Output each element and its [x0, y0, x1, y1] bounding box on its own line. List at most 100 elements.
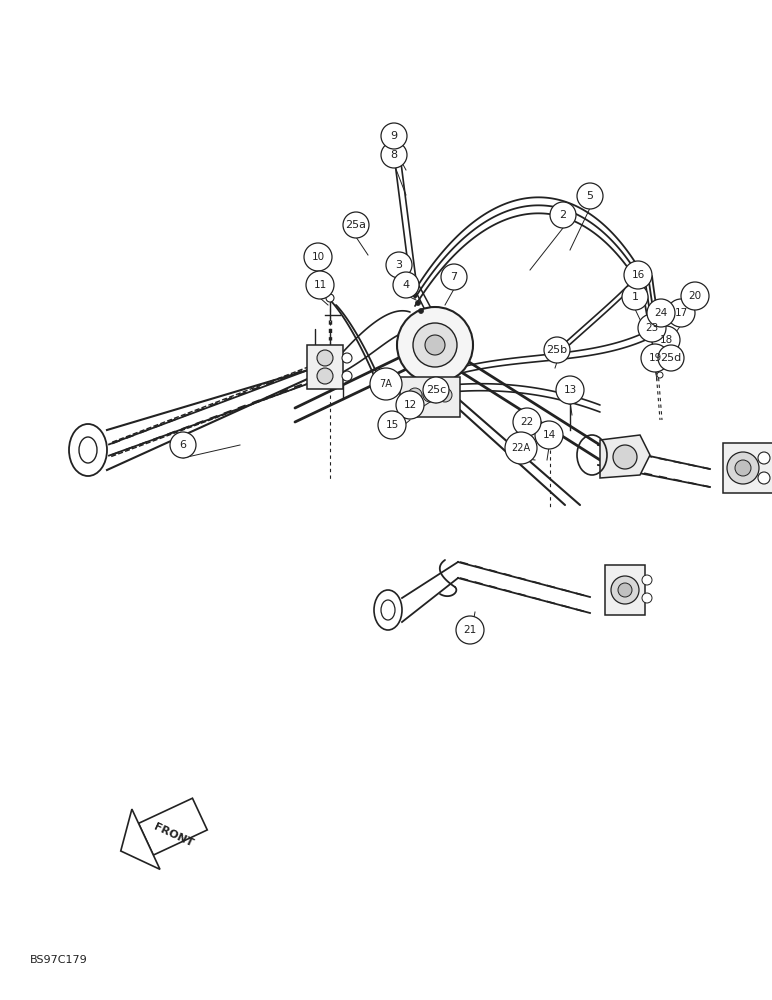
Text: 22: 22 — [520, 417, 533, 427]
Circle shape — [413, 323, 457, 367]
Text: 11: 11 — [313, 280, 327, 290]
Text: 2: 2 — [560, 210, 567, 220]
Circle shape — [667, 299, 695, 327]
Circle shape — [381, 142, 407, 168]
Text: 20: 20 — [689, 291, 702, 301]
Circle shape — [613, 445, 637, 469]
Circle shape — [638, 284, 642, 288]
Text: 16: 16 — [631, 270, 645, 280]
Circle shape — [317, 368, 333, 384]
Text: 25c: 25c — [426, 385, 446, 395]
Circle shape — [758, 472, 770, 484]
Circle shape — [306, 271, 334, 299]
Circle shape — [415, 300, 421, 306]
Circle shape — [342, 371, 352, 381]
Circle shape — [393, 272, 419, 298]
Circle shape — [648, 328, 652, 332]
Circle shape — [381, 123, 407, 149]
Circle shape — [317, 350, 333, 366]
Text: 18: 18 — [659, 335, 672, 345]
Circle shape — [577, 183, 603, 209]
Text: 21: 21 — [463, 625, 476, 635]
FancyBboxPatch shape — [400, 377, 460, 417]
Polygon shape — [138, 798, 207, 855]
Circle shape — [397, 307, 473, 383]
Text: 6: 6 — [180, 440, 187, 450]
Circle shape — [758, 452, 770, 464]
Circle shape — [396, 391, 424, 419]
Circle shape — [343, 212, 369, 238]
Text: 3: 3 — [395, 260, 402, 270]
Circle shape — [550, 202, 576, 228]
Circle shape — [642, 575, 652, 585]
Text: 14: 14 — [543, 430, 556, 440]
Circle shape — [423, 388, 437, 402]
Circle shape — [566, 396, 574, 404]
Circle shape — [624, 261, 652, 289]
Circle shape — [641, 344, 669, 372]
FancyBboxPatch shape — [723, 443, 772, 493]
Circle shape — [652, 326, 680, 354]
Circle shape — [681, 282, 709, 310]
Text: 25a: 25a — [346, 220, 367, 230]
Circle shape — [611, 576, 639, 604]
Circle shape — [556, 376, 584, 404]
Circle shape — [653, 355, 659, 361]
Text: 25b: 25b — [547, 345, 567, 355]
Circle shape — [378, 411, 406, 439]
Circle shape — [638, 314, 666, 342]
Text: 24: 24 — [655, 308, 668, 318]
Polygon shape — [120, 809, 160, 869]
Text: 1: 1 — [631, 292, 638, 302]
Circle shape — [513, 408, 541, 436]
Circle shape — [386, 252, 412, 278]
Text: 8: 8 — [391, 150, 398, 160]
Text: 7A: 7A — [380, 379, 392, 389]
Circle shape — [304, 243, 332, 271]
Text: BS97C179: BS97C179 — [30, 955, 88, 965]
Circle shape — [735, 460, 751, 476]
Circle shape — [425, 335, 445, 355]
Text: 22A: 22A — [511, 443, 530, 453]
Circle shape — [505, 432, 537, 464]
Text: 13: 13 — [564, 385, 577, 395]
Circle shape — [326, 294, 334, 302]
Circle shape — [441, 264, 467, 290]
Circle shape — [342, 353, 352, 363]
Text: 23: 23 — [645, 323, 659, 333]
Text: 12: 12 — [404, 400, 417, 410]
Text: 5: 5 — [587, 191, 594, 201]
Text: 25d: 25d — [660, 353, 682, 363]
Circle shape — [638, 275, 642, 280]
Circle shape — [566, 384, 574, 392]
Text: 17: 17 — [675, 308, 688, 318]
Circle shape — [727, 452, 759, 484]
Circle shape — [412, 292, 418, 298]
Text: 7: 7 — [450, 272, 458, 282]
Circle shape — [423, 377, 449, 403]
Circle shape — [647, 299, 675, 327]
Circle shape — [648, 336, 652, 340]
FancyBboxPatch shape — [605, 565, 645, 615]
Circle shape — [535, 421, 563, 449]
Circle shape — [638, 267, 642, 272]
Circle shape — [622, 284, 648, 310]
Circle shape — [618, 583, 632, 597]
Text: 19: 19 — [648, 353, 662, 363]
Text: 9: 9 — [391, 131, 398, 141]
Circle shape — [170, 432, 196, 458]
Circle shape — [438, 388, 452, 402]
Circle shape — [642, 593, 652, 603]
Text: 10: 10 — [311, 252, 324, 262]
Text: 4: 4 — [402, 280, 410, 290]
Polygon shape — [600, 435, 650, 478]
Circle shape — [408, 388, 422, 402]
Circle shape — [657, 372, 663, 378]
Circle shape — [544, 337, 570, 363]
Circle shape — [370, 368, 402, 400]
Text: FRONT: FRONT — [151, 822, 195, 848]
Circle shape — [658, 345, 684, 371]
Circle shape — [456, 616, 484, 644]
Text: 15: 15 — [385, 420, 398, 430]
Circle shape — [418, 308, 424, 314]
